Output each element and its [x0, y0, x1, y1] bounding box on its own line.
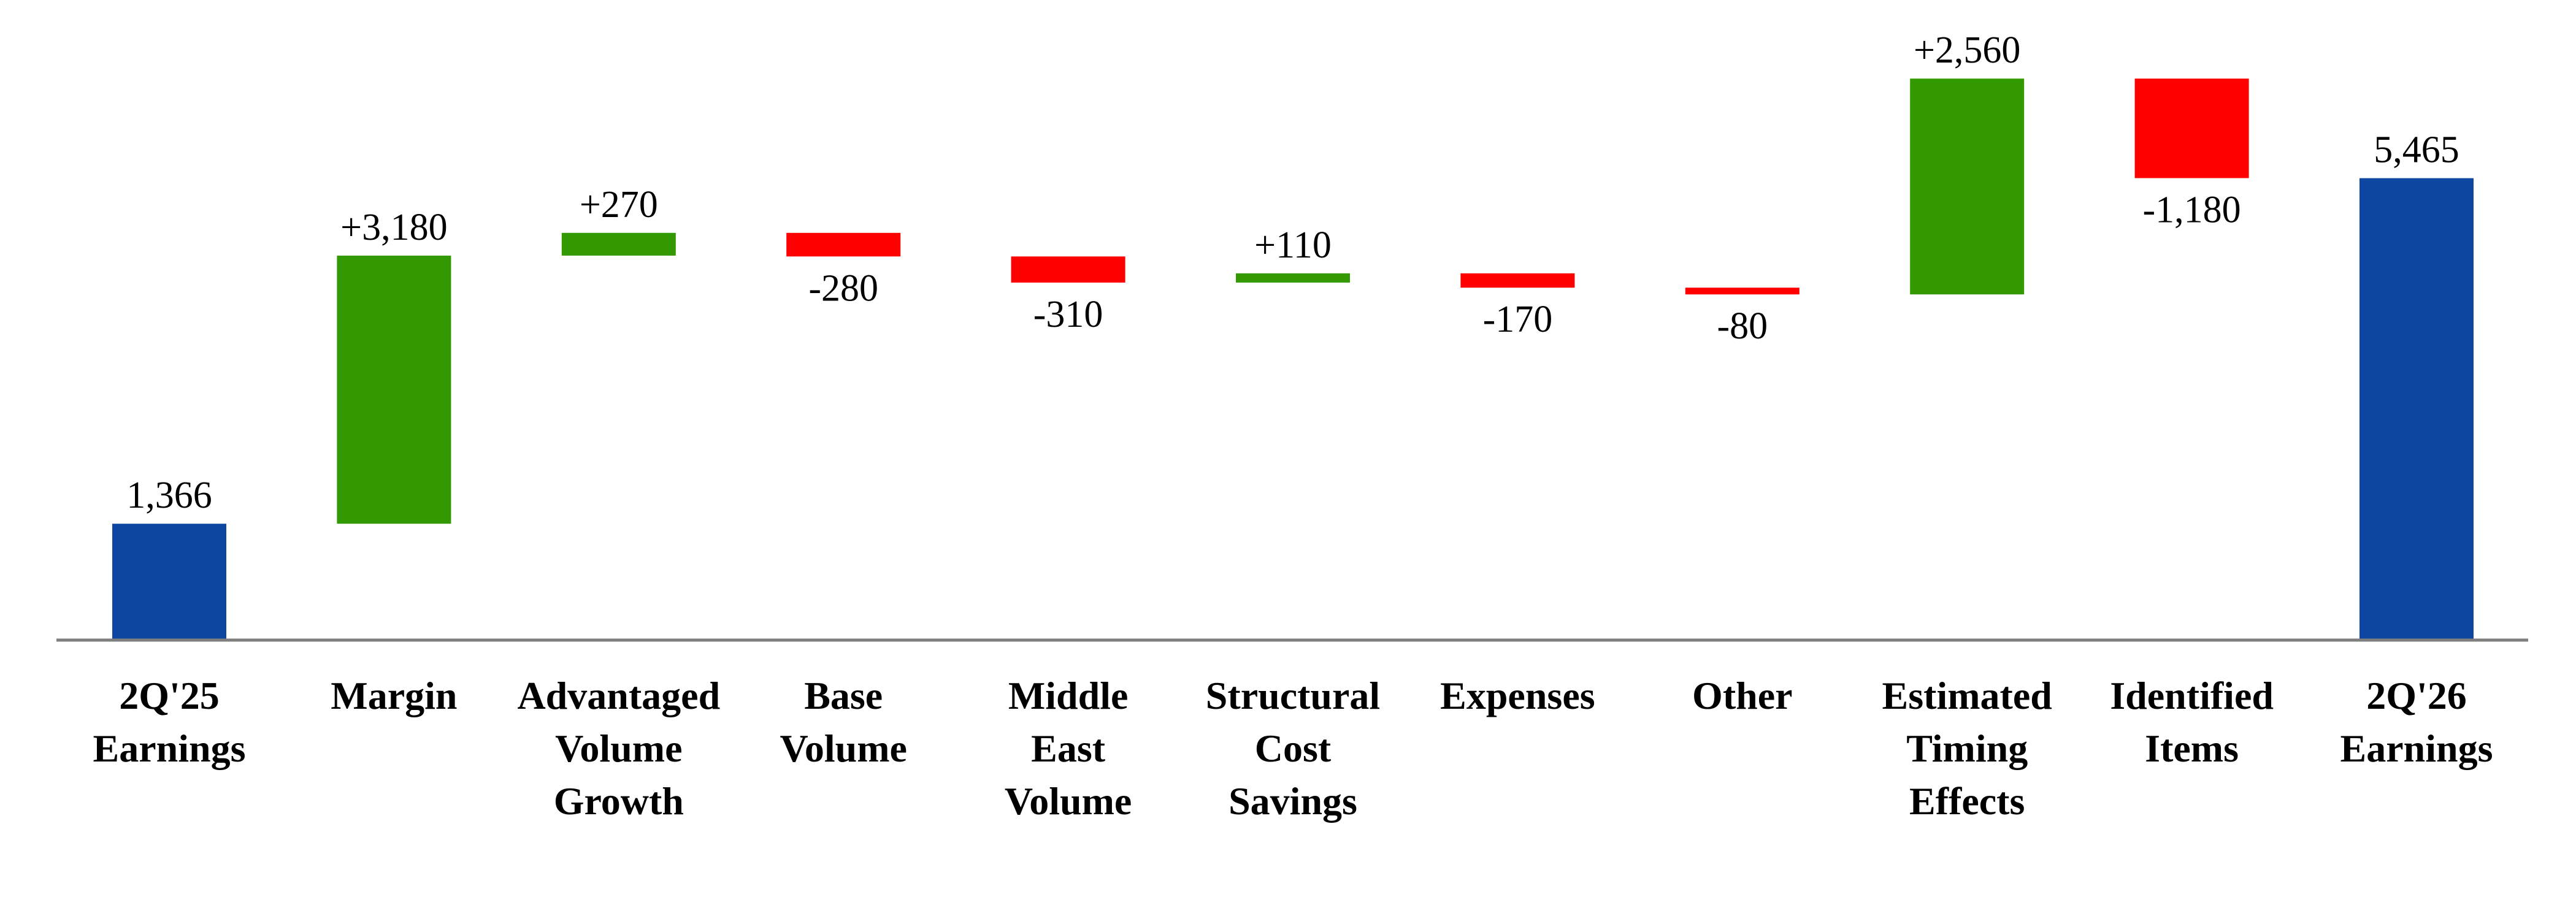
category-label-line: Items — [2145, 727, 2239, 770]
category-label-line: Base — [804, 674, 883, 717]
bar-4 — [1011, 256, 1125, 283]
category-label-line: Effects — [1909, 779, 2025, 823]
data-label-0: 1,366 — [126, 475, 212, 516]
data-label-5: +110 — [1254, 224, 1332, 266]
category-label-4: Middle East Volume — [1005, 674, 1132, 823]
category-label-line: Volume — [1005, 779, 1132, 823]
data-label-3: -280 — [808, 267, 878, 309]
category-label-line: Growth — [554, 779, 684, 823]
category-label-3: Base Volume — [780, 674, 907, 770]
category-label-8: Estimated Timing Effects — [1882, 674, 2052, 823]
category-label-7: Other — [1692, 674, 1793, 717]
data-label-8: +2,560 — [1914, 29, 2020, 71]
bar-1 — [337, 255, 451, 524]
category-label-line: Other — [1692, 674, 1793, 717]
category-label-line: Volume — [780, 727, 907, 770]
category-label-9: Identified Items — [2110, 674, 2274, 770]
data-label-4: -310 — [1033, 294, 1103, 335]
category-label-5: Structural Cost Savings — [1206, 674, 1380, 823]
category-label-line: Volume — [555, 727, 682, 770]
category-label-2: Advantaged Volume Growth — [517, 674, 720, 823]
bar-5 — [1236, 273, 1350, 283]
category-label-line: 2Q'25 — [119, 674, 220, 717]
category-label-line: East — [1031, 727, 1106, 770]
bar-2 — [561, 232, 676, 256]
data-label-9: -1,180 — [2143, 189, 2241, 231]
bar-0 — [112, 524, 226, 639]
bar-8 — [1910, 78, 2025, 295]
data-label-7: -80 — [1717, 305, 1768, 347]
category-label-line: Middle — [1008, 674, 1129, 717]
data-label-1: +3,180 — [340, 207, 447, 248]
bar-7 — [1685, 288, 1800, 295]
bar-9 — [2134, 78, 2249, 178]
category-label-line: Earnings — [2340, 727, 2493, 770]
category-label-10: 2Q'26 Earnings — [2340, 674, 2493, 770]
category-label-line: Structural — [1206, 674, 1380, 717]
category-label-line: 2Q'26 — [2366, 674, 2467, 717]
category-label-line: Advantaged — [517, 674, 720, 717]
category-label-6: Expenses — [1440, 674, 1595, 717]
category-label-line: Identified — [2110, 674, 2274, 717]
category-label-line: Margin — [331, 674, 457, 717]
data-label-10: 5,465 — [2374, 129, 2459, 171]
category-label-line: Cost — [1255, 727, 1332, 770]
category-label-line: Earnings — [93, 727, 246, 770]
category-label-line: Savings — [1229, 779, 1357, 823]
category-label-line: Estimated — [1882, 674, 2052, 717]
category-label-line: Timing — [1906, 727, 2028, 770]
category-label-line: Expenses — [1440, 674, 1595, 717]
category-label-1: Margin — [331, 674, 457, 717]
bar-3 — [786, 232, 901, 257]
bar-10 — [2359, 178, 2474, 639]
data-label-2: +270 — [580, 184, 658, 226]
category-label-0: 2Q'25 Earnings — [93, 674, 246, 770]
data-label-6: -170 — [1483, 299, 1553, 340]
bar-6 — [1460, 273, 1575, 288]
